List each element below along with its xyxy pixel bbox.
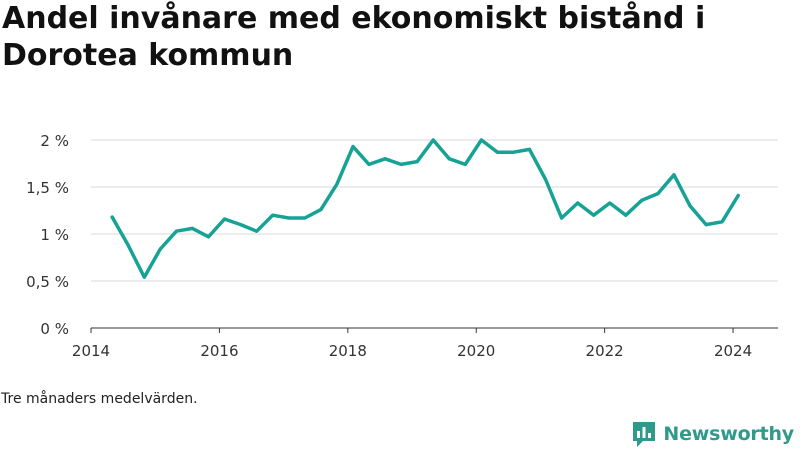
- y-tick-label: 1,5 %: [26, 179, 69, 197]
- data-point: [174, 229, 178, 233]
- data-point: [415, 160, 419, 164]
- data-point: [126, 243, 130, 247]
- data-point: [592, 213, 596, 217]
- y-tick-label: 2 %: [40, 132, 69, 150]
- data-point: [431, 138, 435, 142]
- x-tick-label: 2020: [457, 342, 495, 360]
- y-tick-label: 1 %: [40, 226, 69, 244]
- data-point: [206, 235, 210, 239]
- x-axis: 2014 2016 2018 2020 2022 2024: [72, 327, 778, 360]
- data-point: [576, 201, 580, 205]
- x-tick-label: 2024: [714, 342, 752, 360]
- data-point: [560, 216, 564, 220]
- data-point: [511, 150, 515, 154]
- grid-lines: [91, 139, 778, 282]
- data-point: [447, 157, 451, 161]
- data-point: [223, 217, 227, 221]
- data-point: [656, 192, 660, 196]
- x-tick-label: 2014: [72, 342, 110, 360]
- data-point: [287, 216, 291, 220]
- data-point: [383, 157, 387, 161]
- y-tick-label: 0 %: [40, 320, 69, 338]
- series-layer: [110, 138, 740, 279]
- data-point: [158, 247, 162, 251]
- data-point: [110, 215, 114, 219]
- data-point: [142, 275, 146, 279]
- x-tick-label: 2016: [200, 342, 238, 360]
- x-tick-label: 2022: [586, 342, 624, 360]
- data-point: [463, 162, 467, 166]
- data-point: [672, 173, 676, 177]
- data-point: [640, 198, 644, 202]
- data-point: [495, 150, 499, 154]
- data-point: [255, 229, 259, 233]
- data-point: [720, 220, 724, 224]
- data-point: [367, 162, 371, 166]
- data-point: [704, 223, 708, 227]
- data-point: [479, 138, 483, 142]
- brand-logo: Newsworthy: [631, 419, 794, 449]
- data-point: [239, 223, 243, 227]
- data-point: [319, 208, 323, 212]
- data-point: [544, 177, 548, 181]
- data-point: [624, 213, 628, 217]
- data-point: [190, 226, 194, 230]
- data-point: [399, 162, 403, 166]
- data-point: [303, 216, 307, 220]
- data-point: [528, 147, 532, 151]
- series-line: [110, 138, 740, 279]
- data-point: [688, 204, 692, 208]
- chart-title: Andel invånare med ekonomiskt bistånd i …: [2, 1, 706, 73]
- data-point: [271, 213, 275, 217]
- y-tick-label: 0,5 %: [26, 273, 69, 291]
- data-point: [608, 201, 612, 205]
- x-tick-label: 2018: [329, 342, 367, 360]
- data-point: [351, 145, 355, 149]
- data-point: [736, 193, 740, 197]
- brand-name: Newsworthy: [663, 423, 794, 445]
- footnote: Tre månaders medelvärden.: [1, 391, 198, 407]
- newsworthy-chart-icon: [633, 422, 656, 447]
- data-point: [335, 182, 339, 186]
- y-axis-tick-labels: 0 % 0,5 % 1 % 1,5 % 2 %: [26, 132, 69, 338]
